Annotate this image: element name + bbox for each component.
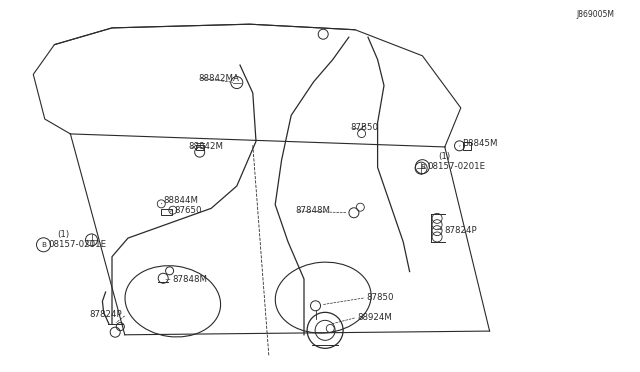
Text: 08157-0201E: 08157-0201E [49,240,107,249]
Text: 87824P: 87824P [90,310,122,319]
Text: (1): (1) [438,152,450,161]
Bar [463,142,471,150]
Text: 87848M: 87848M [296,206,331,215]
Bar [196,145,204,150]
Text: 87848M: 87848M [173,275,208,283]
Text: 88842M: 88842M [189,142,224,151]
Text: 87B50: 87B50 [350,124,378,132]
Text: (1): (1) [58,230,70,239]
Text: B: B [420,164,425,170]
Text: 08157-0201E: 08157-0201E [428,162,486,171]
Text: 87850: 87850 [366,293,394,302]
Text: 87650: 87650 [175,206,202,215]
Bar [161,209,172,215]
Text: 88842MA: 88842MA [198,74,239,83]
Text: 88924M: 88924M [357,313,392,322]
Text: B8845M: B8845M [462,139,497,148]
Text: B: B [41,242,46,248]
Text: 87824P: 87824P [444,226,477,235]
Text: 88844M: 88844M [163,196,198,205]
Text: J869005M: J869005M [577,10,614,19]
